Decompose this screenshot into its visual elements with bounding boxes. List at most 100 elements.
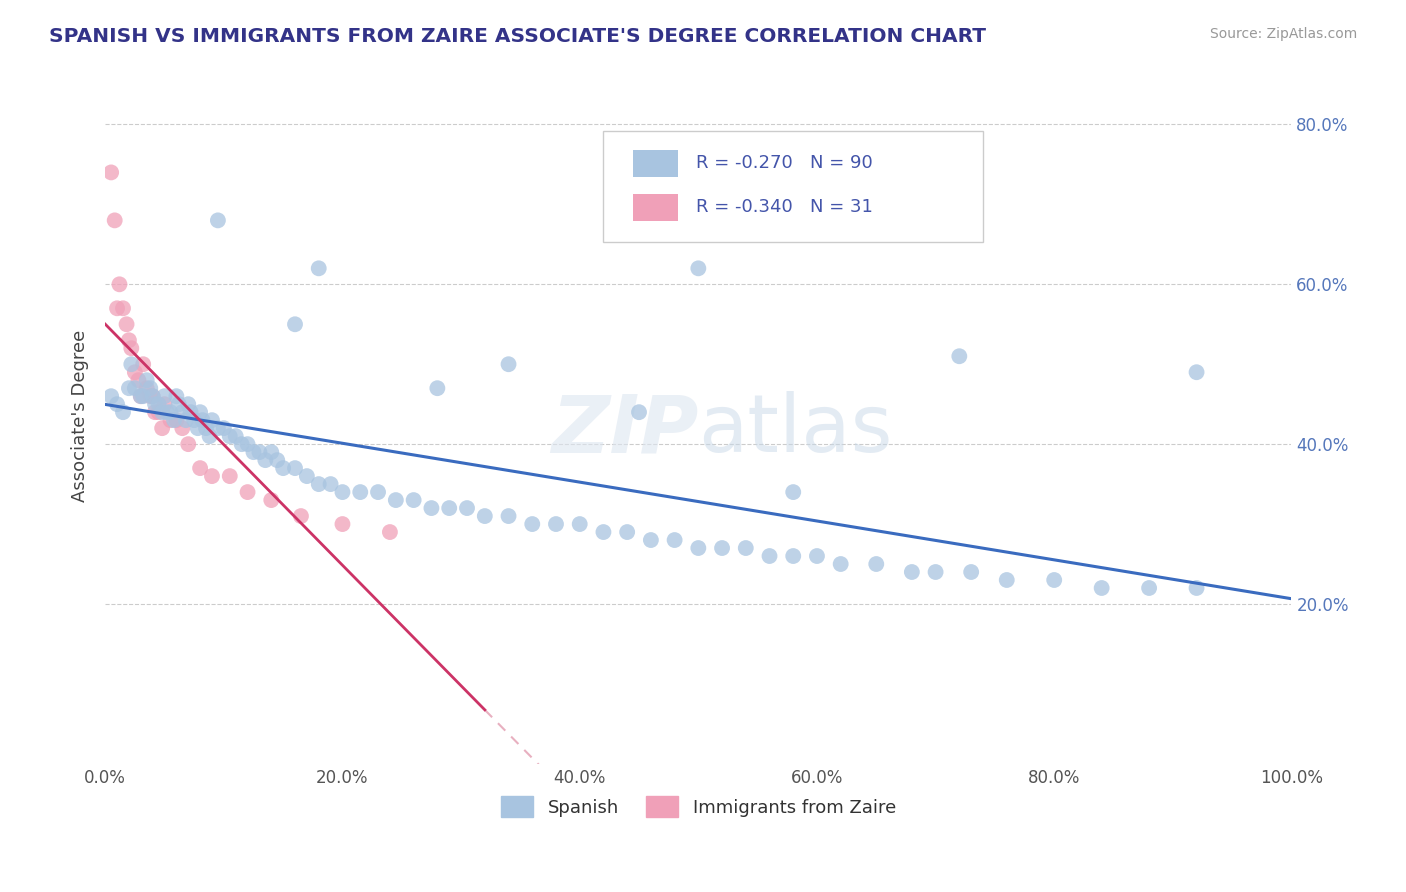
- Point: [143, 397, 166, 411]
- Point: [439, 501, 461, 516]
- Point: [592, 524, 614, 539]
- Point: [1185, 581, 1208, 595]
- Text: Source: ZipAtlas.com: Source: ZipAtlas.com: [1209, 27, 1357, 41]
- Point: [758, 549, 780, 563]
- Point: [332, 485, 354, 500]
- Text: R = -0.270   N = 90: R = -0.270 N = 90: [696, 154, 873, 172]
- Point: [806, 549, 828, 563]
- Point: [143, 405, 166, 419]
- Point: [187, 421, 209, 435]
- Point: [132, 357, 155, 371]
- Point: [165, 413, 187, 427]
- Point: [183, 413, 205, 427]
- Point: [498, 357, 520, 371]
- Point: [456, 501, 478, 516]
- Point: [260, 445, 283, 459]
- Point: [616, 524, 638, 539]
- Point: [167, 397, 190, 411]
- Point: [218, 429, 240, 443]
- Point: [165, 389, 187, 403]
- Point: [627, 405, 650, 419]
- Point: [163, 413, 186, 427]
- Point: [295, 469, 318, 483]
- Point: [1043, 573, 1066, 587]
- Point: [150, 405, 173, 419]
- Point: [120, 341, 142, 355]
- Point: [308, 477, 330, 491]
- Text: atlas: atlas: [699, 391, 893, 469]
- Point: [948, 349, 970, 363]
- Point: [198, 429, 221, 443]
- Point: [156, 405, 179, 419]
- Text: SPANISH VS IMMIGRANTS FROM ZAIRE ASSOCIATE'S DEGREE CORRELATION CHART: SPANISH VS IMMIGRANTS FROM ZAIRE ASSOCIA…: [49, 27, 986, 45]
- Point: [711, 541, 734, 555]
- Point: [995, 573, 1018, 587]
- Point: [142, 389, 165, 403]
- Point: [132, 389, 155, 403]
- Point: [212, 421, 235, 435]
- Point: [830, 557, 852, 571]
- Point: [188, 405, 211, 419]
- Point: [172, 421, 194, 435]
- Point: [231, 437, 253, 451]
- Point: [115, 318, 138, 332]
- Point: [139, 381, 162, 395]
- Point: [332, 517, 354, 532]
- Point: [236, 437, 259, 451]
- Point: [260, 493, 283, 508]
- Point: [249, 445, 271, 459]
- Point: [118, 333, 141, 347]
- Point: [104, 213, 127, 227]
- Point: [284, 318, 307, 332]
- Point: [522, 517, 544, 532]
- Point: [402, 493, 425, 508]
- Bar: [633, 150, 678, 177]
- Point: [100, 165, 122, 179]
- Point: [159, 405, 181, 419]
- Point: [284, 461, 307, 475]
- Point: [688, 541, 710, 555]
- Point: [568, 517, 591, 532]
- Point: [266, 453, 288, 467]
- Y-axis label: Associate's Degree: Associate's Degree: [72, 330, 89, 502]
- Legend: Spanish, Immigrants from Zaire: Spanish, Immigrants from Zaire: [494, 789, 903, 824]
- Point: [378, 524, 401, 539]
- Point: [420, 501, 443, 516]
- Point: [124, 381, 146, 395]
- Point: [127, 373, 149, 387]
- Point: [148, 397, 170, 411]
- Point: [135, 381, 157, 395]
- Point: [153, 389, 176, 403]
- Point: [688, 261, 710, 276]
- Point: [218, 469, 240, 483]
- Point: [901, 565, 924, 579]
- Point: [640, 533, 662, 547]
- Point: [367, 485, 389, 500]
- Point: [188, 461, 211, 475]
- Point: [865, 557, 887, 571]
- Point: [290, 509, 312, 524]
- Point: [349, 485, 371, 500]
- Point: [254, 453, 277, 467]
- Point: [191, 413, 214, 427]
- Point: [135, 373, 157, 387]
- Bar: [633, 194, 678, 221]
- Point: [201, 469, 224, 483]
- Point: [159, 413, 181, 427]
- Point: [1091, 581, 1114, 595]
- Point: [111, 405, 134, 419]
- Point: [782, 549, 804, 563]
- Point: [664, 533, 686, 547]
- Point: [225, 429, 247, 443]
- Point: [201, 413, 224, 427]
- Point: [142, 389, 165, 403]
- Point: [1185, 365, 1208, 379]
- Point: [177, 437, 200, 451]
- Point: [498, 509, 520, 524]
- Point: [474, 509, 496, 524]
- Point: [120, 357, 142, 371]
- Point: [207, 213, 229, 227]
- Point: [105, 301, 128, 316]
- Point: [544, 517, 567, 532]
- Point: [960, 565, 983, 579]
